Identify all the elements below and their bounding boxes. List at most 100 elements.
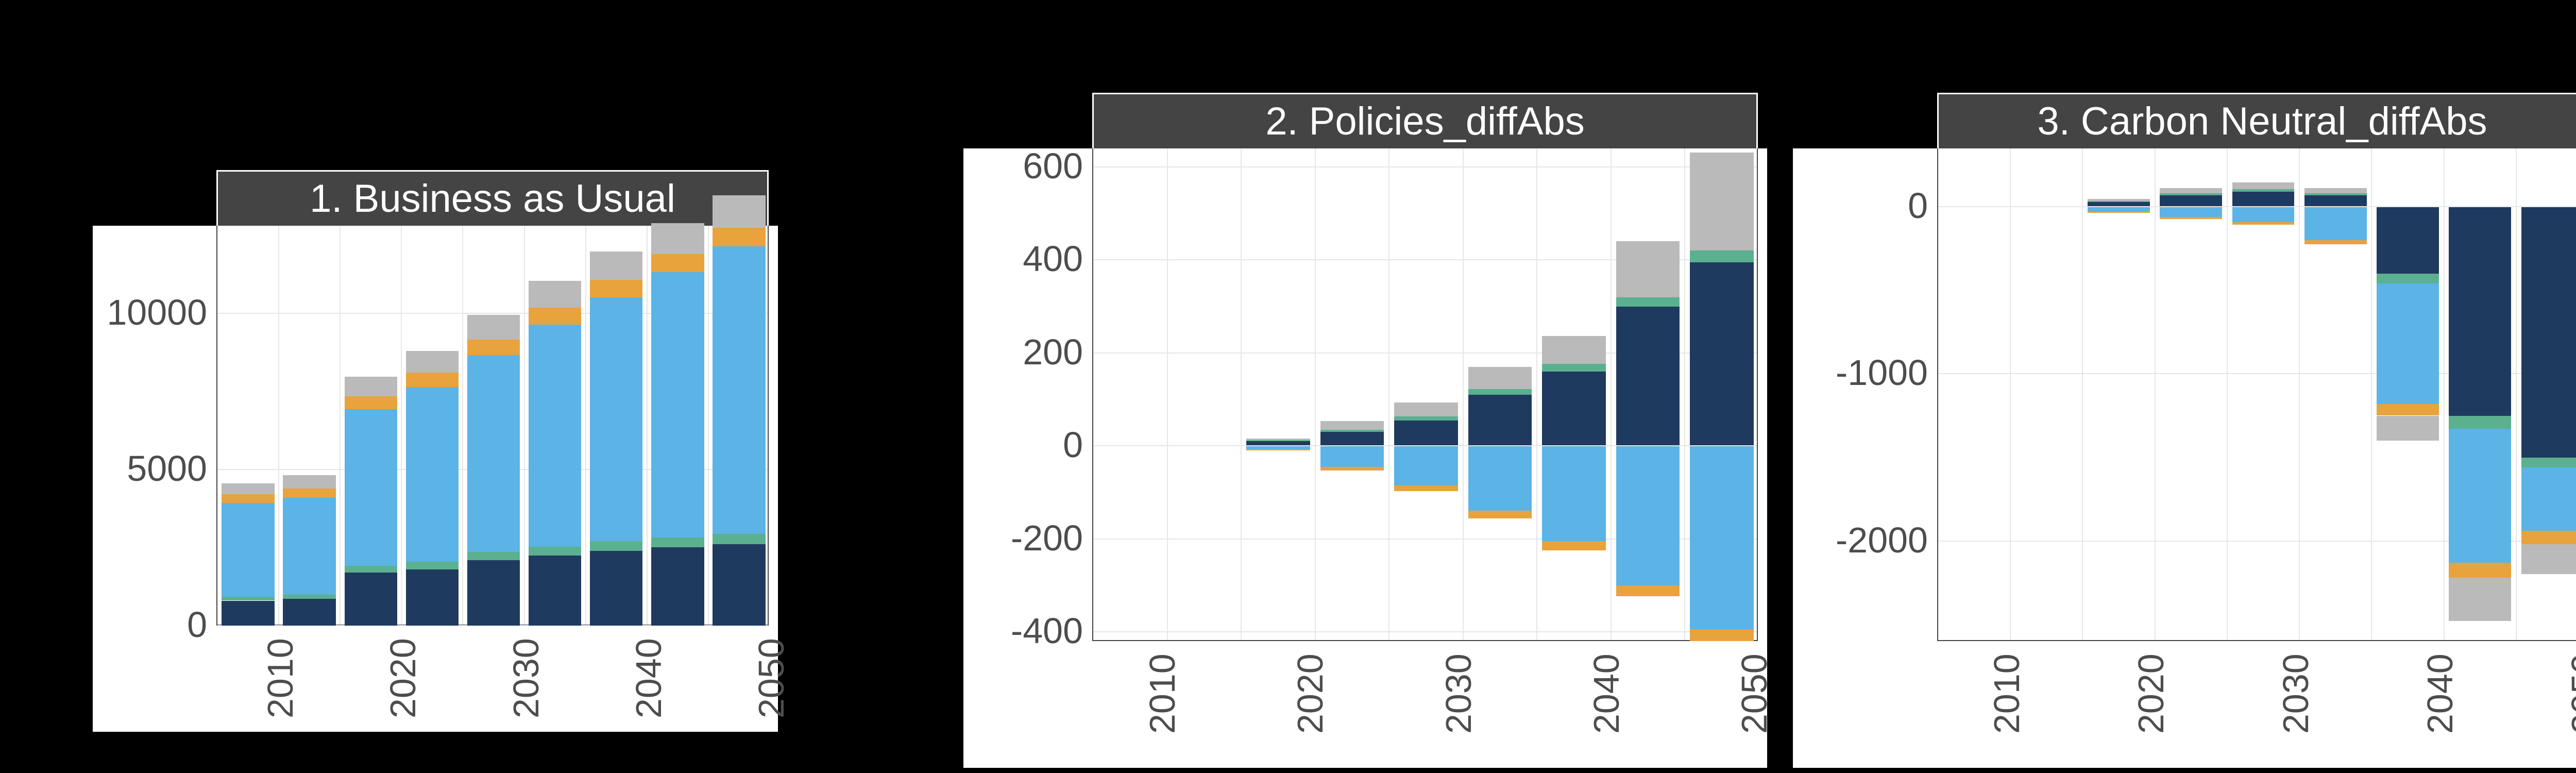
panel-business-as-usual: 1. Business as Usual05000100002010202020… — [93, 170, 778, 732]
panel-business-as-usual-bar-2010-light_truck — [222, 494, 274, 503]
panel-carbon-neutral-diffabs-bar-2025-rail — [2160, 193, 2222, 195]
panel-policies-diffabs-bar-2020-heavy_truck — [1246, 439, 1310, 441]
panel-business-as-usual-bar-2020-heavy_truck — [345, 377, 397, 396]
panel-business-as-usual-bar-2015-ship — [283, 599, 335, 626]
panel-business-as-usual-bar-2035-rail — [529, 547, 581, 556]
panel-policies-diffabs-bar-2040-ship — [1542, 372, 1605, 446]
panel-policies-diffabs-bar-2035-heavy_truck — [1468, 367, 1532, 389]
panel-policies-diffabs-x-tick-label: 2020 — [1290, 653, 1331, 734]
panel-business-as-usual-gridline-x — [708, 226, 709, 625]
panel-business-as-usual-gridline-x — [524, 226, 525, 625]
panel-carbon-neutral-diffabs-bar-2035-medium_truck — [2304, 207, 2367, 240]
panel-business-as-usual-gridline-x — [278, 226, 279, 625]
panel-policies-diffabs-bar-2045-medium_truck — [1616, 446, 1680, 585]
panel-policies-diffabs-bar-2030-medium_truck — [1394, 446, 1458, 485]
panel-carbon-neutral-diffabs-gridline-x — [2010, 148, 2011, 640]
panel-carbon-neutral-diffabs-bar-2035-heavy_truck — [2304, 188, 2367, 193]
panel-policies-diffabs-gridline-x — [1536, 148, 1537, 640]
panel-business-as-usual-bar-2045-medium_truck — [651, 272, 704, 537]
panel-carbon-neutral-diffabs-title-bar: 3. Carbon Neutral_diffAbs — [1937, 93, 2576, 148]
panel-policies-diffabs-y-tick-label: -400 — [963, 610, 1083, 651]
panel-business-as-usual-bar-2015-heavy_truck — [283, 475, 335, 488]
panel-policies-diffabs-plot-area — [1092, 148, 1758, 641]
panel-policies-diffabs-gridline-x — [1463, 148, 1464, 640]
panel-business-as-usual-bar-2010-ship — [222, 601, 274, 626]
panel-business-as-usual-bar-2025-ship — [406, 569, 459, 626]
panel-business-as-usual-bar-2040-medium_truck — [590, 297, 642, 541]
panel-business-as-usual-bar-2015-light_truck — [283, 489, 335, 498]
panel-policies-diffabs-gridline-y — [1093, 166, 1757, 167]
panel-business-as-usual-title-bar: 1. Business as Usual — [216, 170, 769, 226]
panel-policies-diffabs-bar-2025-ship — [1320, 432, 1384, 446]
panel-carbon-neutral-diffabs-y-tick-label: -2000 — [1793, 519, 1928, 561]
panel-policies-diffabs-gridline-x — [1315, 148, 1316, 640]
panel-business-as-usual-gridline-x — [462, 226, 463, 625]
panel-carbon-neutral-diffabs-gridline-x — [2227, 148, 2228, 640]
panel-business-as-usual-bar-2030-rail — [467, 552, 520, 560]
panel-business-as-usual-title: 1. Business as Usual — [310, 176, 675, 221]
panel-business-as-usual-x-tick-label: 2050 — [751, 638, 792, 718]
panel-business-as-usual-x-tick-label: 2010 — [260, 638, 301, 718]
panel-carbon-neutral-diffabs-bar-2040-medium_truck — [2377, 283, 2439, 404]
panel-business-as-usual-bar-2040-rail — [590, 541, 642, 550]
panel-policies-diffabs-bar-2040-heavy_truck — [1542, 336, 1605, 364]
panel-policies-diffabs-bar-2020-rail — [1246, 440, 1310, 441]
panel-policies-diffabs-bar-2030-rail — [1394, 416, 1458, 420]
panel-policies-diffabs-title: 2. Policies_diffAbs — [1265, 99, 1585, 144]
panel-business-as-usual-bar-2025-light_truck — [406, 373, 459, 387]
panel-carbon-neutral-diffabs-x-tick-label: 2010 — [1986, 653, 2027, 734]
panel-business-as-usual-gridline-x — [647, 226, 648, 625]
panel-business-as-usual-bar-2050-rail — [713, 534, 765, 545]
panel-policies-diffabs-bar-2050-medium_truck — [1690, 446, 1753, 629]
panel-carbon-neutral-diffabs-y-tick-label: -1000 — [1793, 352, 1928, 393]
panel-policies-diffabs-bar-2025-rail — [1320, 430, 1384, 432]
panel-carbon-neutral-diffabs-gridline-x — [2444, 148, 2445, 640]
panel-policies-diffabs-y-tick-label: 600 — [963, 145, 1083, 187]
panel-policies-diffabs-right-bg — [1758, 148, 1767, 641]
panel-business-as-usual-y-tick-label: 0 — [93, 604, 207, 645]
panel-business-as-usual-bar-2045-rail — [651, 537, 704, 547]
panel-business-as-usual-bar-2030-light_truck — [467, 340, 520, 355]
panel-carbon-neutral-diffabs-bar-2035-light_truck — [2304, 240, 2367, 244]
panel-policies-diffabs-gridline-x — [1611, 148, 1612, 640]
panel-policies-diffabs-gridline-x — [1167, 148, 1168, 640]
panel-business-as-usual-bar-2025-medium_truck — [406, 387, 459, 562]
panel-carbon-neutral-diffabs-bar-2040-rail — [2377, 274, 2439, 283]
panel-carbon-neutral-diffabs-bar-2030-medium_truck — [2232, 207, 2295, 222]
panel-business-as-usual-bar-2050-light_truck — [713, 228, 765, 246]
panel-carbon-neutral-diffabs-gridline-x — [2082, 148, 2083, 640]
panel-carbon-neutral-diffabs-bar-2030-rail — [2232, 189, 2295, 192]
panel-carbon-neutral-diffabs-bar-2040-heavy_truck — [2377, 416, 2439, 441]
panel-policies-diffabs: 2. Policies_diffAbs-400-2000200400600201… — [963, 93, 1767, 768]
panel-policies-diffabs-bar-2025-heavy_truck — [1320, 421, 1384, 429]
panel-carbon-neutral-diffabs-plot-area — [1937, 148, 2576, 641]
panel-business-as-usual-bar-2035-light_truck — [529, 308, 581, 325]
panel-carbon-neutral-diffabs-bar-2050-heavy_truck — [2521, 544, 2576, 574]
panel-carbon-neutral-diffabs-bar-2050-rail — [2521, 458, 2576, 467]
panel-carbon-neutral-diffabs-bar-2030-heavy_truck — [2232, 182, 2295, 189]
panel-carbon-neutral-diffabs-bar-2025-medium_truck — [2160, 207, 2222, 216]
freight-charts-figure: Freight (million ton-km)Heavy truckLight… — [0, 0, 2576, 773]
panel-business-as-usual-bar-2040-heavy_truck — [590, 251, 642, 280]
panel-carbon-neutral-diffabs-bar-2045-heavy_truck — [2449, 578, 2511, 621]
panel-business-as-usual-x-tick-label: 2030 — [505, 638, 547, 718]
panel-business-as-usual-bar-2020-medium_truck — [345, 409, 397, 565]
panel-carbon-neutral-diffabs-bar-2045-medium_truck — [2449, 429, 2511, 562]
panel-policies-diffabs-y-tick-label: 400 — [963, 238, 1083, 279]
panel-carbon-neutral-diffabs-bar-2020-heavy_truck — [2088, 199, 2150, 201]
panel-business-as-usual-bar-2020-ship — [345, 573, 397, 626]
panel-carbon-neutral-diffabs-gridline-x — [2299, 148, 2300, 640]
panel-business-as-usual-bar-2010-rail — [222, 597, 274, 600]
panel-business-as-usual-bar-2015-rail — [283, 595, 335, 599]
panel-policies-diffabs-bar-2030-light_truck — [1394, 485, 1458, 491]
panel-policies-diffabs-y-tick-label: -200 — [963, 517, 1083, 559]
panel-carbon-neutral-diffabs-bar-2040-ship — [2377, 207, 2439, 274]
panel-business-as-usual-bar-2030-medium_truck — [467, 355, 520, 552]
panel-business-as-usual-bar-2015-medium_truck — [283, 498, 335, 595]
panel-policies-diffabs-bar-2020-medium_truck — [1246, 446, 1310, 449]
panel-policies-diffabs-x-tick-label: 2050 — [1734, 653, 1775, 734]
panel-policies-diffabs-y-axis-bg — [963, 148, 1092, 641]
panel-policies-diffabs-gridline-y — [1093, 631, 1757, 632]
panel-business-as-usual-bar-2035-ship — [529, 556, 581, 626]
panel-policies-diffabs-bar-2040-rail — [1542, 364, 1605, 371]
